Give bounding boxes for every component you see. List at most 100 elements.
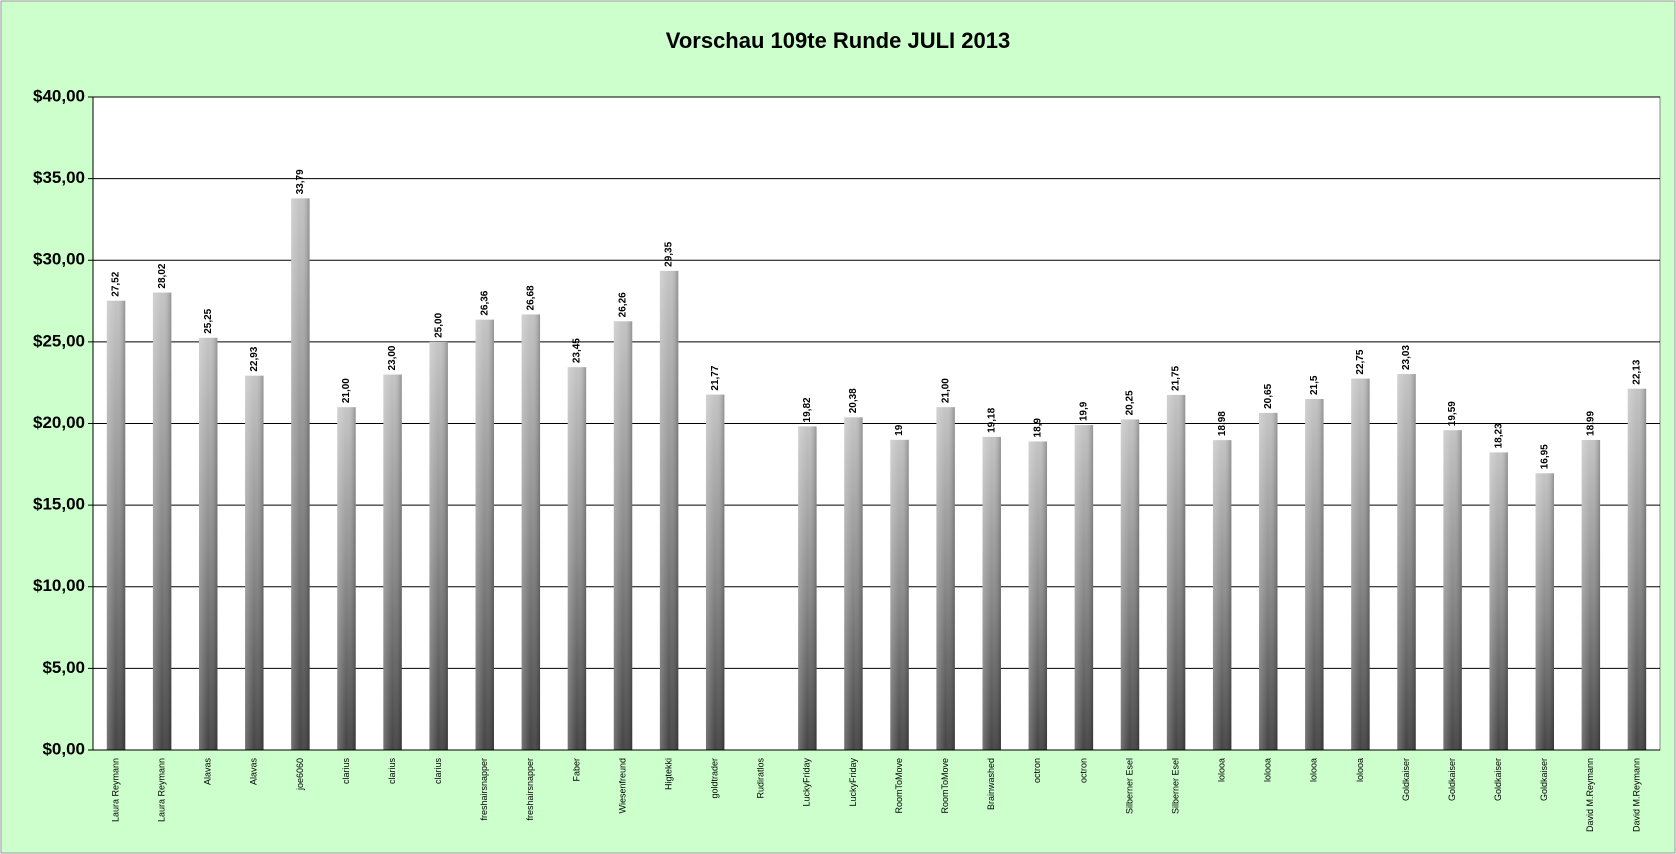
value-label: 18,9	[1032, 418, 1043, 438]
value-label: 21,75	[1171, 365, 1182, 390]
value-label: 18,99	[1586, 411, 1597, 436]
x-tick-label: Laura Reymann	[110, 758, 120, 822]
x-tick-label: LuckyFriday	[848, 758, 858, 807]
bar	[613, 321, 633, 750]
x-tick-label: Goldkaiser	[1447, 758, 1457, 801]
x-tick-label: Faber	[571, 758, 581, 782]
x-tick-label: lolooa	[1355, 758, 1365, 782]
y-tick-label: $30,00	[33, 250, 85, 269]
x-tick-label: freshairsnapper	[479, 758, 489, 821]
x-tick-label: Goldkaiser	[1401, 758, 1411, 801]
bar	[1489, 452, 1508, 750]
bar	[1535, 473, 1554, 750]
x-tick-label: LuckyFriday	[802, 758, 812, 807]
x-tick-label: octron	[1032, 758, 1042, 783]
bar	[245, 375, 264, 750]
bar	[567, 367, 587, 750]
value-label: 27,52	[111, 271, 122, 296]
y-tick-label: $5,00	[42, 658, 85, 677]
bar	[890, 439, 909, 750]
bar	[1397, 374, 1416, 750]
x-tick-label: goldtrader	[710, 758, 720, 799]
y-tick-label: $20,00	[33, 413, 85, 432]
x-tick-label: Wiesenfreund	[617, 758, 627, 814]
value-label: 21,77	[710, 365, 721, 390]
bar	[1627, 388, 1647, 750]
x-tick-label: Alavas	[249, 758, 259, 786]
value-label: 18,98	[1217, 411, 1228, 436]
bar	[337, 407, 356, 750]
x-tick-label: David M.Reymann	[1585, 758, 1595, 832]
bar	[1581, 439, 1601, 750]
value-label: 20,25	[1125, 390, 1136, 415]
value-label: 26,68	[525, 285, 536, 310]
value-label: 23,45	[572, 338, 583, 363]
bar	[798, 426, 817, 750]
bar	[199, 337, 218, 750]
x-tick-label: clarius	[341, 758, 351, 785]
value-label: 20,38	[848, 388, 859, 413]
bar	[1443, 430, 1462, 750]
y-tick-label: $15,00	[33, 495, 85, 514]
bar	[383, 374, 402, 750]
bar	[1305, 399, 1324, 750]
value-label: 28,02	[157, 263, 168, 288]
value-label: 21,5	[1309, 375, 1320, 395]
x-tick-label: freshairsnapper	[525, 758, 535, 821]
x-tick-label: RoomToMove	[894, 758, 904, 814]
y-tick-label: $35,00	[33, 168, 85, 187]
value-label: 19,59	[1447, 401, 1458, 426]
value-label: 19	[894, 424, 905, 436]
value-label: 22,75	[1355, 349, 1366, 374]
bar	[844, 417, 863, 750]
x-tick-label: David M.Reymann	[1631, 758, 1641, 832]
bar	[936, 407, 955, 750]
x-tick-label: Silberner Esel	[1124, 758, 1134, 814]
bar	[982, 436, 1001, 750]
bar	[521, 314, 541, 750]
value-label: 22,93	[249, 346, 260, 371]
bar	[1259, 412, 1278, 750]
value-label: 20,65	[1263, 383, 1274, 408]
x-tick-label: Laura Reymann	[157, 758, 167, 822]
bar	[1028, 441, 1048, 750]
bar	[106, 300, 126, 750]
x-tick-label: lolooa	[1217, 758, 1227, 782]
bar	[1074, 425, 1094, 750]
value-label: 23,03	[1401, 345, 1412, 370]
bar	[1351, 378, 1370, 750]
y-tick-label: $25,00	[33, 331, 85, 350]
value-label: 22,13	[1632, 359, 1643, 384]
x-tick-label: Silberner Esel	[1170, 758, 1180, 814]
bar	[1212, 440, 1232, 750]
x-tick-label: Goldkaiser	[1493, 758, 1503, 801]
bar	[705, 394, 725, 750]
x-tick-label: clarius	[387, 758, 397, 785]
y-tick-label: $10,00	[33, 576, 85, 595]
bar	[1120, 419, 1140, 750]
x-tick-label: Brainwashed	[986, 758, 996, 810]
bar	[1166, 394, 1186, 750]
x-tick-label: RoomToMove	[940, 758, 950, 814]
chart-title: Vorschau 109te Runde JULI 2013	[666, 28, 1010, 53]
value-label: 23,00	[387, 345, 398, 370]
value-label: 21,00	[341, 378, 352, 403]
x-tick-label: clarius	[433, 758, 443, 785]
x-tick-label: Higtekki	[663, 758, 673, 790]
value-label: 19,82	[802, 397, 813, 422]
y-tick-label: $40,00	[33, 86, 85, 105]
x-tick-label: Goldkaiser	[1539, 758, 1549, 801]
x-tick-label: lolooa	[1309, 758, 1319, 782]
value-label: 16,95	[1539, 444, 1550, 469]
bar	[291, 198, 310, 751]
value-label: 26,36	[479, 290, 490, 315]
bar	[659, 270, 679, 750]
x-tick-label: lolooa	[1263, 758, 1273, 782]
value-label: 25,00	[433, 312, 444, 337]
x-tick-label: octron	[1078, 758, 1088, 783]
bar	[429, 341, 448, 750]
value-label: 29,35	[664, 241, 675, 266]
y-tick-label: $0,00	[42, 739, 85, 758]
